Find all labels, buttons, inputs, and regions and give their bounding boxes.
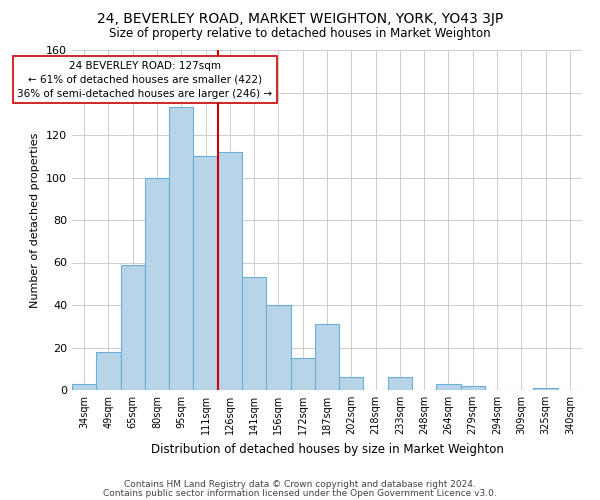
Bar	[218, 152, 242, 390]
Bar	[145, 178, 169, 390]
Text: Contains HM Land Registry data © Crown copyright and database right 2024.: Contains HM Land Registry data © Crown c…	[124, 480, 476, 489]
Bar	[315, 324, 339, 390]
Bar	[72, 384, 96, 390]
Text: 24, BEVERLEY ROAD, MARKET WEIGHTON, YORK, YO43 3JP: 24, BEVERLEY ROAD, MARKET WEIGHTON, YORK…	[97, 12, 503, 26]
Bar	[169, 108, 193, 390]
Bar	[533, 388, 558, 390]
Bar	[121, 264, 145, 390]
Bar	[266, 305, 290, 390]
Bar	[388, 378, 412, 390]
Bar	[436, 384, 461, 390]
Bar	[242, 278, 266, 390]
Text: 24 BEVERLEY ROAD: 127sqm
← 61% of detached houses are smaller (422)
36% of semi-: 24 BEVERLEY ROAD: 127sqm ← 61% of detach…	[17, 60, 272, 98]
Bar	[193, 156, 218, 390]
Text: Size of property relative to detached houses in Market Weighton: Size of property relative to detached ho…	[109, 28, 491, 40]
Bar	[96, 352, 121, 390]
Bar	[290, 358, 315, 390]
Y-axis label: Number of detached properties: Number of detached properties	[31, 132, 40, 308]
Text: Contains public sector information licensed under the Open Government Licence v3: Contains public sector information licen…	[103, 488, 497, 498]
X-axis label: Distribution of detached houses by size in Market Weighton: Distribution of detached houses by size …	[151, 442, 503, 456]
Bar	[339, 378, 364, 390]
Bar	[461, 386, 485, 390]
